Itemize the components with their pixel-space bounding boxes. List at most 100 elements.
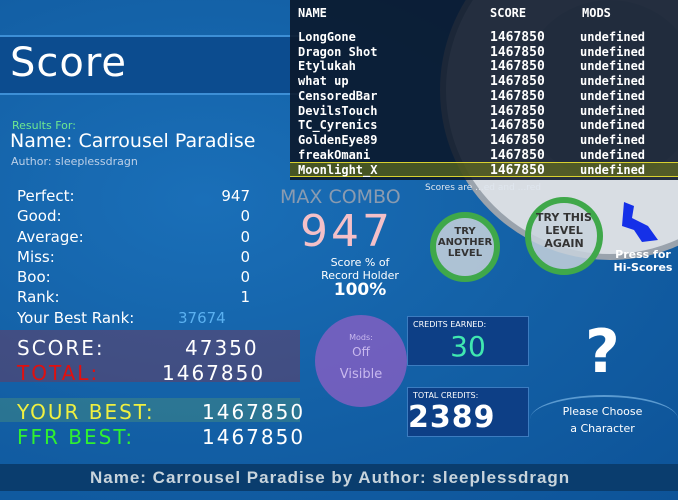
- boo-value: 0: [240, 268, 250, 286]
- try-again-label[interactable]: TRY THIS LEVEL AGAIN: [536, 211, 592, 250]
- boo-label: Boo:: [17, 268, 51, 286]
- song-author: Author: sleeplessdragn: [11, 155, 138, 168]
- row-mods: undefined: [580, 132, 646, 147]
- row-mods: undefined: [580, 103, 646, 118]
- mods-label: Mods:: [349, 333, 373, 342]
- choose-character-label-2[interactable]: a Character: [570, 422, 635, 435]
- question-mark-icon[interactable]: ?: [585, 317, 620, 387]
- row-mods: undefined: [580, 74, 646, 89]
- title-band: [0, 35, 300, 95]
- best-strip: [0, 398, 300, 422]
- rank-value: 1: [240, 288, 250, 306]
- leaderboard-row: CensoredBar 1467850 undefined: [290, 89, 678, 104]
- leaderboard-row: freakOmani 1467850 undefined: [290, 148, 678, 163]
- leaderboard-header: NAME SCORE MODS: [290, 6, 678, 21]
- record-percent: 100%: [333, 280, 387, 300]
- ffr-best-label: FFR BEST:: [17, 425, 135, 449]
- total-credits-label: TOTAL CREDITS:: [413, 391, 479, 400]
- page-title: Score: [10, 40, 128, 86]
- good-value: 0: [240, 207, 250, 225]
- leaderboard-row: LongGone 1467850 undefined: [290, 30, 678, 45]
- footer-bar: [0, 464, 678, 491]
- record-label-1: Score % of: [330, 256, 390, 269]
- row-mods: undefined: [580, 163, 646, 178]
- miss-label: Miss:: [17, 248, 55, 266]
- row-name: Etylukah: [298, 59, 356, 74]
- row-score: 1467850: [490, 132, 545, 148]
- credits-earned-value: 30: [450, 330, 486, 363]
- credits-earned-label: CREDITS EARNED:: [413, 320, 487, 329]
- ffr-best-value: 1467850: [202, 425, 306, 449]
- mods-value-visibility: Visible: [339, 367, 383, 382]
- max-combo-value: 947: [300, 206, 393, 257]
- song-name: Name: Carrousel Paradise: [10, 130, 256, 152]
- row-mods: undefined: [580, 44, 646, 59]
- character-arc: [530, 395, 678, 443]
- character-silhouette-icon: [612, 200, 662, 245]
- miss-value: 0: [240, 248, 250, 266]
- score-label: SCORE:: [17, 336, 105, 360]
- record-label-2: Record Holder: [321, 269, 399, 282]
- try-another-level-label[interactable]: TRY ANOTHER LEVEL: [437, 226, 493, 259]
- perfect-value: 947: [221, 187, 250, 205]
- score-strip: [0, 330, 300, 382]
- footer-song-info: Name: Carrousel Paradise by Author: slee…: [90, 468, 571, 487]
- row-name: DevilsTouch: [298, 103, 378, 118]
- mods-value-speed: Off: [352, 345, 370, 359]
- row-name: Moonlight_X: [298, 163, 378, 178]
- try-again-button[interactable]: [525, 197, 603, 275]
- best-rank-value: 37674: [178, 309, 226, 327]
- average-label: Average:: [17, 228, 84, 246]
- try-another-level-button[interactable]: [430, 212, 500, 282]
- row-name: GoldenEye89: [298, 132, 378, 147]
- leaderboard-row: what up 1467850 undefined: [290, 74, 678, 89]
- rank-label: Rank:: [17, 288, 60, 306]
- leaderboard: NAME SCORE MODS LongGone 1467850 undefined…: [290, 0, 678, 180]
- leaderboard-row: Dragon Shot 1467850 undefined: [290, 45, 678, 60]
- row-name: LongGone: [298, 30, 356, 44]
- row-score: 1467850: [490, 118, 545, 134]
- row-mods: undefined: [580, 118, 646, 133]
- row-score: 1467850: [490, 59, 545, 75]
- leaderboard-row: GoldenEye89 1467850 undefined: [290, 133, 678, 148]
- leaderboard-row: TC_Cyrenics 1467850 undefined: [290, 118, 678, 133]
- row-mods: undefined: [580, 30, 646, 44]
- leaderboard-row: DevilsTouch 1467850 undefined: [290, 104, 678, 119]
- total-label: TOTAL:: [17, 361, 100, 385]
- results-for-label: Results For:: [12, 119, 76, 132]
- header-score: SCORE: [490, 6, 527, 20]
- row-score: 1467850: [490, 30, 545, 45]
- row-name: TC_Cyrenics: [298, 118, 378, 133]
- good-label: Good:: [17, 207, 62, 225]
- header-name: NAME: [298, 6, 327, 20]
- row-score: 1467850: [490, 88, 545, 104]
- row-name: CensoredBar: [298, 88, 378, 103]
- choose-character-label-1[interactable]: Please Choose: [562, 405, 643, 418]
- row-mods: undefined: [580, 59, 646, 74]
- your-best-label: YOUR BEST:: [17, 400, 155, 424]
- leaderboard-row: Moonlight_X 1467850 undefined: [290, 162, 678, 179]
- total-credits-value: 2389: [408, 400, 496, 435]
- credits-earned-box: [407, 316, 529, 366]
- hi-scores-button[interactable]: Press for Hi-Scores: [613, 248, 673, 274]
- header-mods: MODS: [582, 6, 611, 20]
- average-value: 0: [240, 228, 250, 246]
- total-value: 1467850: [162, 361, 266, 385]
- row-name: freakOmani: [298, 147, 371, 162]
- row-score: 1467850: [490, 74, 545, 90]
- row-score: 1467850: [490, 103, 545, 119]
- best-rank-label: Your Best Rank:: [17, 309, 135, 327]
- total-credits-box: [407, 387, 529, 437]
- row-mods: undefined: [580, 147, 646, 162]
- score-value: 47350: [185, 336, 259, 360]
- perfect-label: Perfect:: [17, 187, 75, 205]
- your-best-value: 1467850: [202, 400, 306, 424]
- max-combo-label: MAX COMBO: [280, 186, 401, 208]
- row-score: 1467850: [490, 163, 545, 179]
- row-name: what up: [298, 74, 349, 89]
- row-score: 1467850: [490, 147, 545, 163]
- row-mods: undefined: [580, 88, 646, 103]
- scores-note: Scores are ...ed and ...red: [425, 183, 541, 193]
- leaderboard-row: Etylukah 1467850 undefined: [290, 59, 678, 74]
